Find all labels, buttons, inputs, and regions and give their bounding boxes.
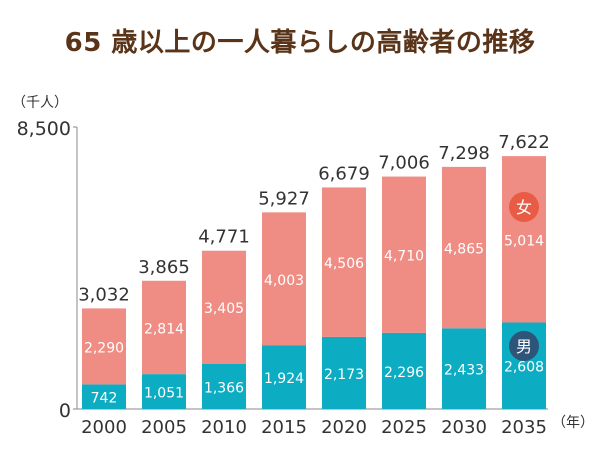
chart-axes: 8,500 0 （千人） （年） [12,95,594,431]
y-tick-label: 0 [59,400,71,422]
x-tick-label: 2005 [141,417,187,438]
x-tick-label: 2020 [321,417,367,438]
x-tick-label: 2035 [501,417,547,438]
total-label: 4,771 [198,227,250,248]
total-label: 6,679 [318,163,370,184]
value-label-male: 2,173 [324,367,364,383]
bar-female-2010 [202,250,246,364]
x-tick-label: 2030 [441,417,487,438]
bar-male-2020 [322,336,366,409]
legend-male-label: 男 [516,337,532,356]
value-label-male: 1,366 [204,380,244,396]
bar-male-2000 [82,384,126,409]
x-tick-label: 2025 [381,417,427,438]
value-label-female: 3,405 [204,301,244,317]
y-unit-label: （千人） [12,95,68,111]
value-label-female: 4,003 [264,273,304,289]
x-tick-label: 2000 [81,417,127,438]
bar-female-2005 [142,280,186,375]
chart-legend: 女男 [509,192,539,361]
value-label-female: 2,290 [84,340,124,356]
legend-female-badge [509,192,539,222]
total-label: 3,865 [138,257,190,278]
bar-female-2025 [382,176,426,333]
bar-male-2015 [262,345,306,409]
total-label: 7,298 [438,143,490,164]
bar-female-2035 [502,156,546,323]
value-label-male: 2,433 [444,363,484,379]
total-label: 3,032 [78,284,130,305]
value-label-male: 2,296 [384,365,424,381]
bar-female-2015 [262,212,306,346]
value-label-male: 742 [91,391,118,407]
chart-bars [82,156,546,409]
value-label-female: 5,014 [504,233,544,249]
bar-male-2010 [202,363,246,409]
total-label: 7,006 [378,153,430,174]
chart-title: 65 歳以上の一人暮らしの高齢者の推移 [64,28,536,58]
value-label-male: 1,051 [144,386,184,402]
value-label-female: 4,506 [324,256,364,272]
value-label-male: 1,924 [264,371,304,387]
bar-male-2005 [142,374,186,409]
bar-female-2000 [82,308,126,385]
value-label-female: 4,865 [444,242,484,258]
x-unit-label: （年） [552,415,594,431]
bar-male-2025 [382,332,426,409]
legend-male-badge [509,331,539,361]
bar-male-2030 [442,328,486,409]
x-tick-label: 2010 [201,417,247,438]
value-label-female: 2,814 [144,321,184,337]
total-label: 5,927 [258,188,310,209]
bar-female-2030 [442,166,486,329]
bar-female-2020 [322,187,366,337]
value-label-female: 4,710 [384,249,424,265]
y-tick-label: 8,500 [17,118,71,140]
total-label: 7,622 [498,132,550,153]
chart-labels: 742 2,290 3,032 2000 1,051 2,814 3,865 2005 1,36… [78,132,550,438]
value-label-male: 2,608 [504,360,544,376]
legend-female-label: 女 [516,198,532,217]
x-tick-label: 2015 [261,417,307,438]
